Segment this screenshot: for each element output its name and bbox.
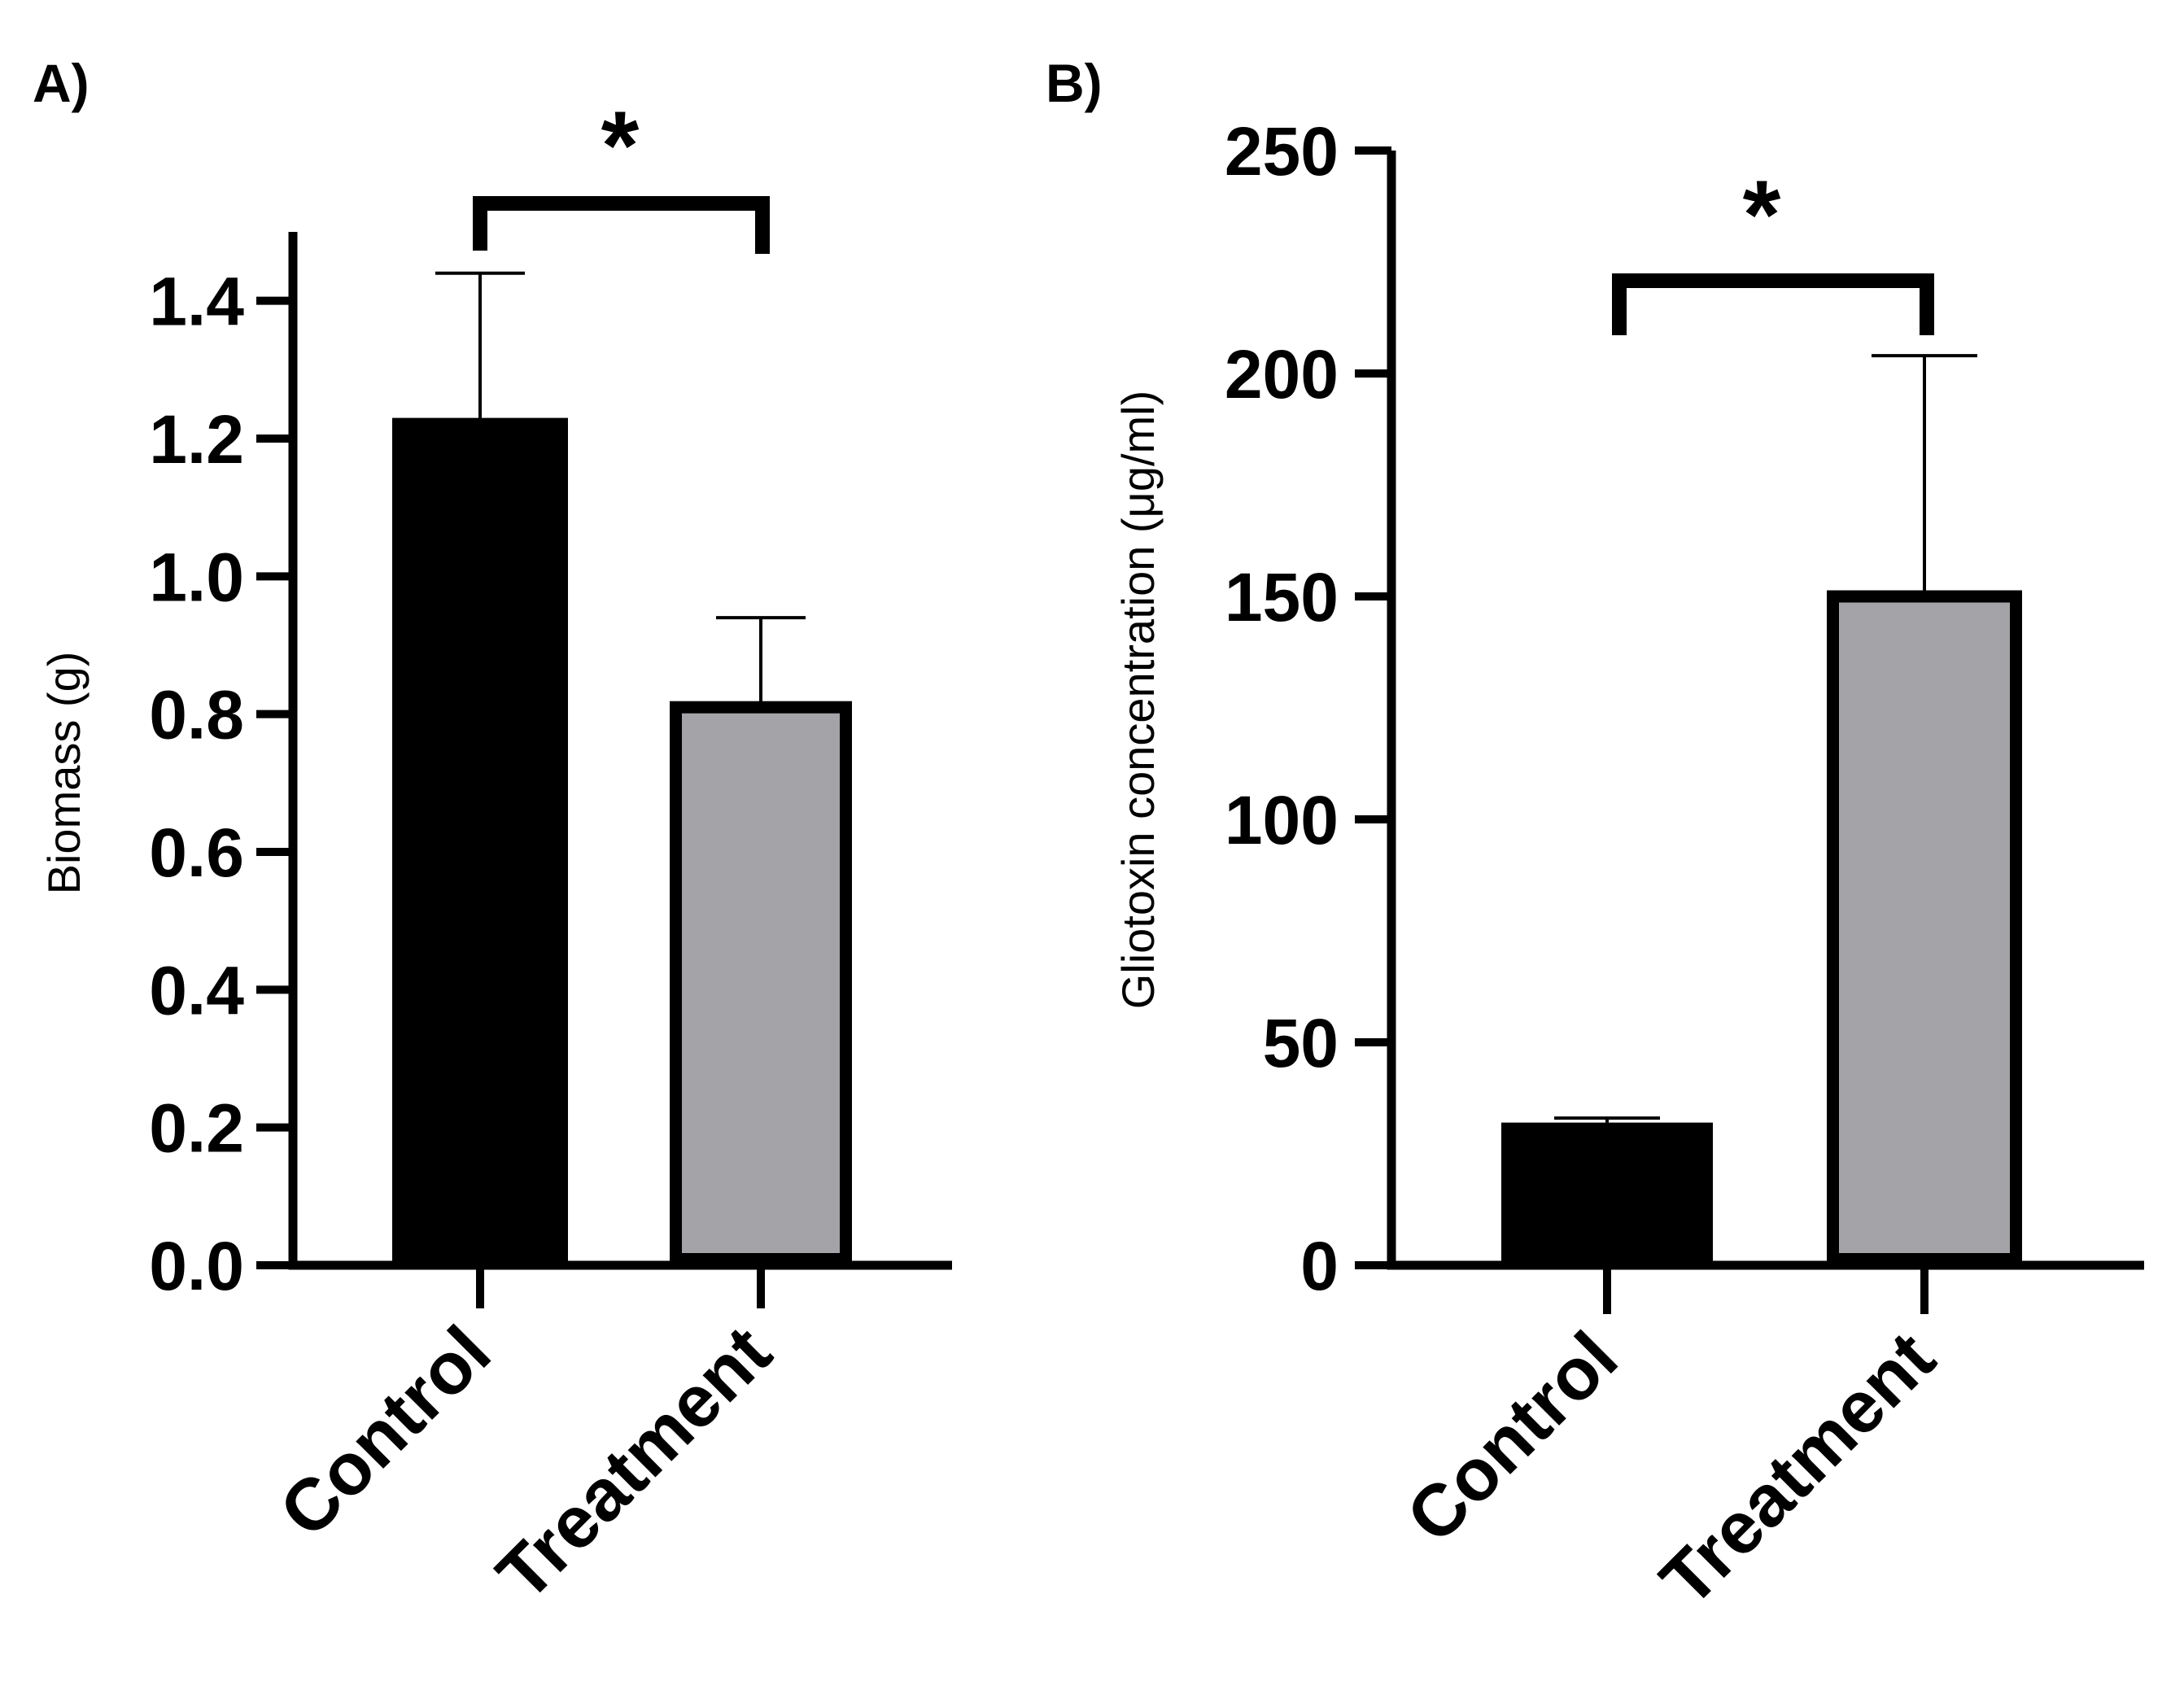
panel-b-category-label-control: Control — [1391, 1317, 1633, 1558]
panel-a-label: A) — [33, 53, 90, 113]
panel-b-label: B) — [1046, 53, 1103, 113]
panel-a-y-tick-label: 0.0 — [149, 1228, 244, 1304]
panel-b-gliotoxin-chart: B) 0 50 100 150 200 250 Gliotoxin concentration… — [1046, 53, 2144, 1622]
panel-b-y-tick-label: 150 — [1225, 559, 1339, 635]
panel-b-category-label-treatment: Treatment — [1645, 1317, 1950, 1622]
panel-a-y-tick-label: 1.2 — [149, 401, 244, 478]
panel-b-significance-bracket — [1612, 273, 1934, 335]
panel-a-category-label-treatment: Treatment — [482, 1311, 787, 1616]
panel-a-y-tick-label: 0.2 — [149, 1090, 244, 1167]
panel-a-significance-bracket — [473, 196, 770, 254]
panel-b-y-axis-title: Gliotoxin concentration (μg/ml) — [1112, 391, 1164, 1010]
panel-a-y-tick-label: 0.6 — [149, 814, 244, 891]
panel-a-y-tick-label: 1.4 — [149, 264, 244, 340]
panel-a-y-tick-label: 1.0 — [149, 539, 244, 615]
panel-a-y-axis-title: Biomass (g) — [38, 652, 90, 895]
panel-b-bar-treatment — [1827, 590, 2022, 1265]
panel-b-y-tick-label: 200 — [1225, 336, 1339, 413]
panel-b-y-tick-label: 0 — [1300, 1228, 1339, 1304]
panel-b-y-tick-label: 50 — [1263, 1005, 1339, 1081]
panel-a-y-tick-label: 0.8 — [149, 677, 244, 753]
panel-a-y-tick-label: 0.4 — [149, 952, 244, 1028]
panel-a-biomass-chart: A) 0.0 0.2 0.4 0.6 0.8 1.0 1.2 1.4 Biomass (g) Con… — [33, 53, 952, 1616]
panel-b-y-tick-label: 100 — [1225, 782, 1339, 858]
panel-b-significance-label: * — [1743, 160, 1781, 269]
panel-b-y-tick-label: 250 — [1225, 113, 1339, 190]
panel-a-bar-control — [392, 417, 568, 1265]
panel-b-bar-control — [1501, 1122, 1713, 1265]
panel-a-significance-label: * — [601, 91, 640, 200]
panel-a-category-label-control: Control — [264, 1311, 506, 1552]
panel-a-bar-treatment — [670, 701, 852, 1265]
